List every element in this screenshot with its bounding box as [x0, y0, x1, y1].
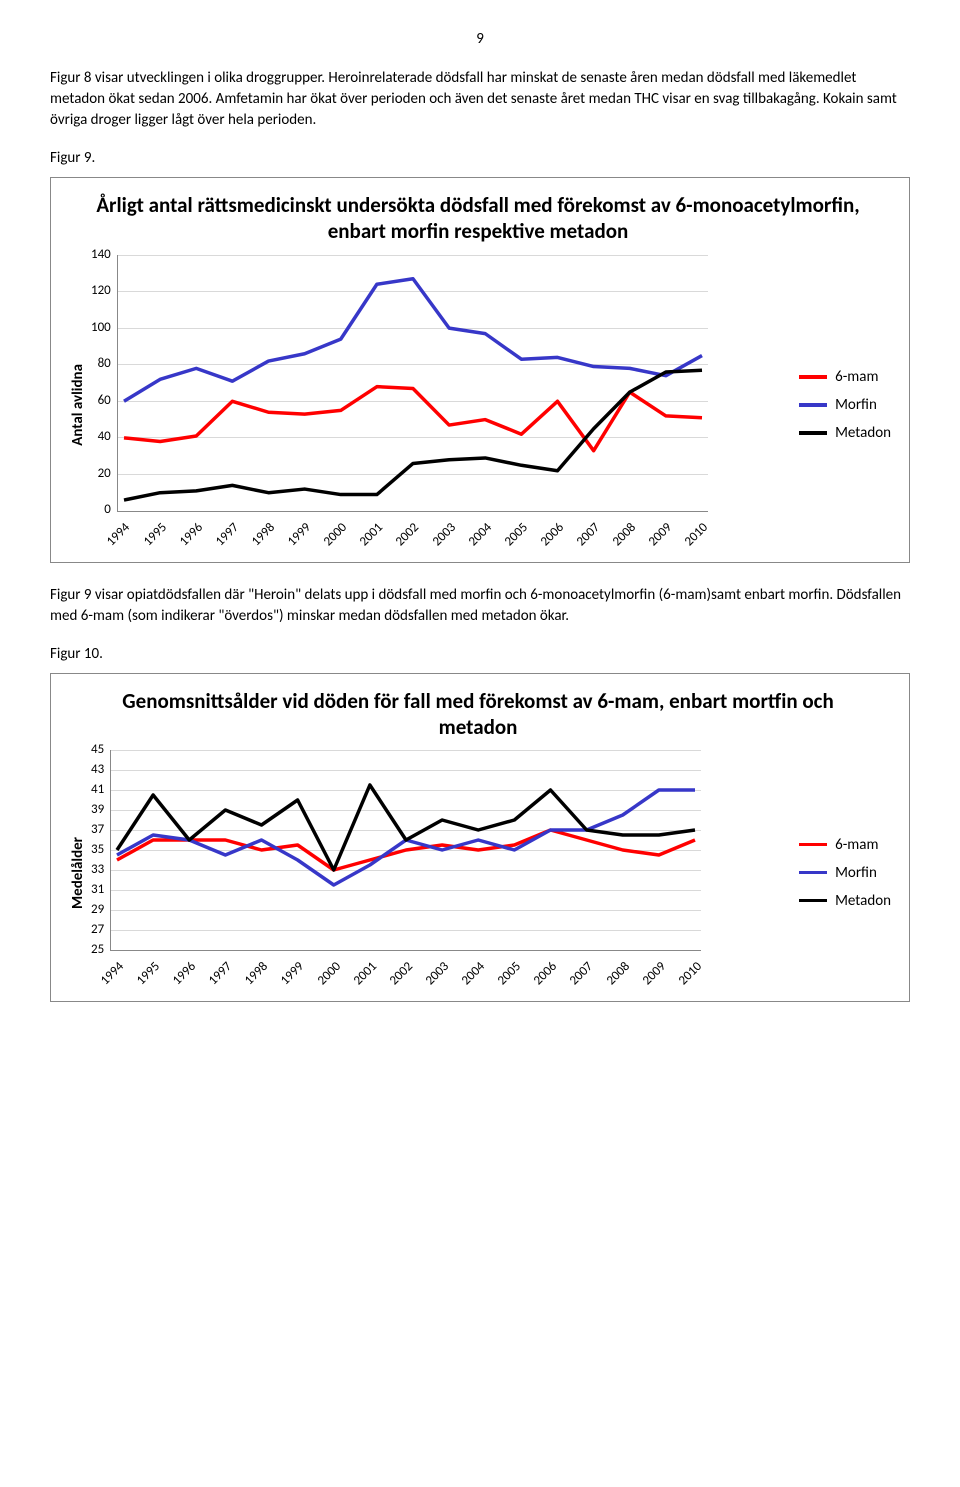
legend-swatch: [799, 375, 827, 379]
series-line: [117, 785, 695, 870]
paragraph-2: Figur 9 visar opiatdödsfallen där "Heroi…: [50, 585, 910, 627]
xtick: 1997: [213, 520, 242, 549]
chart-9-container: Årligt antal rättsmedicinskt undersökta …: [50, 177, 910, 563]
xtick: 1995: [140, 520, 169, 549]
legend-label: 6-mam: [835, 368, 878, 386]
chart-10-legend: 6-mam Morfin Metadon: [783, 750, 891, 995]
legend-swatch: [799, 871, 827, 875]
chart-9-yticks: 140120100806040200: [91, 255, 117, 511]
xtick: 2005: [495, 959, 524, 988]
legend-item: Morfin: [799, 396, 891, 414]
paragraph-1: Figur 8 visar utvecklingen i olika drogg…: [50, 68, 910, 131]
chart-10-title: Genomsnittsålder vid döden för fall med …: [95, 688, 861, 741]
xtick: 2004: [459, 959, 488, 988]
xtick: 1994: [98, 959, 127, 988]
xtick: 2009: [639, 959, 668, 988]
xtick: 2006: [531, 959, 560, 988]
legend-label: 6-mam: [835, 836, 878, 854]
chart-10-ylabel: Medelålder: [65, 837, 91, 909]
xtick: 1995: [134, 959, 163, 988]
chart-9-plot: [117, 255, 708, 512]
xtick: 2007: [574, 520, 603, 549]
xtick: 2000: [321, 520, 350, 549]
series-line: [124, 386, 702, 450]
xtick: 2008: [610, 520, 639, 549]
xtick: 1994: [104, 520, 133, 549]
xtick: 1999: [278, 959, 307, 988]
xtick: 2007: [567, 959, 596, 988]
legend-label: Metadon: [835, 424, 891, 442]
xtick: 1996: [176, 520, 205, 549]
legend-item: Metadon: [799, 892, 891, 910]
legend-swatch: [799, 431, 827, 435]
legend-label: Morfin: [835, 864, 877, 882]
chart-10-container: Genomsnittsålder vid döden för fall med …: [50, 673, 910, 1003]
xtick: 1999: [285, 520, 314, 549]
chart-10-xticks: 1994199519961997199819992000200120022003…: [110, 951, 700, 995]
xtick: 2005: [502, 520, 531, 549]
series-line: [124, 278, 702, 401]
legend-swatch: [799, 899, 827, 903]
figure-10-label: Figur 10.: [50, 645, 910, 663]
xtick: 2002: [387, 959, 416, 988]
legend-swatch: [799, 403, 827, 407]
xtick: 2006: [538, 520, 567, 549]
legend-label: Metadon: [835, 892, 891, 910]
xtick: 2001: [350, 959, 379, 988]
chart-9-ylabel: Antal avlidna: [65, 364, 91, 446]
legend-item: Metadon: [799, 424, 891, 442]
chart-9-xticks: 1994199519961997199819992000200120022003…: [117, 512, 707, 556]
xtick: 2004: [465, 520, 494, 549]
legend-item: Morfin: [799, 864, 891, 882]
legend-item: 6-mam: [799, 836, 891, 854]
xtick: 1996: [170, 959, 199, 988]
xtick: 2002: [393, 520, 422, 549]
legend-swatch: [799, 843, 827, 847]
chart-9-legend: 6-mam Morfin Metadon: [783, 255, 891, 556]
chart-10-plot: [110, 750, 701, 951]
legend-label: Morfin: [835, 396, 877, 414]
page-number: 9: [50, 30, 910, 48]
xtick: 2010: [682, 520, 711, 549]
xtick: 1998: [249, 520, 278, 549]
legend-item: 6-mam: [799, 368, 891, 386]
xtick: 2009: [646, 520, 675, 549]
figure-9-label: Figur 9.: [50, 149, 910, 167]
xtick: 2003: [429, 520, 458, 549]
xtick: 2003: [423, 959, 452, 988]
chart-9-title: Årligt antal rättsmedicinskt undersökta …: [95, 192, 861, 245]
chart-10-yticks: 4543413937353331292725: [91, 750, 110, 950]
xtick: 2008: [603, 959, 632, 988]
xtick: 1998: [242, 959, 271, 988]
xtick: 2010: [676, 959, 705, 988]
series-line: [117, 830, 695, 870]
xtick: 2001: [357, 520, 386, 549]
xtick: 1997: [206, 959, 235, 988]
xtick: 2000: [314, 959, 343, 988]
